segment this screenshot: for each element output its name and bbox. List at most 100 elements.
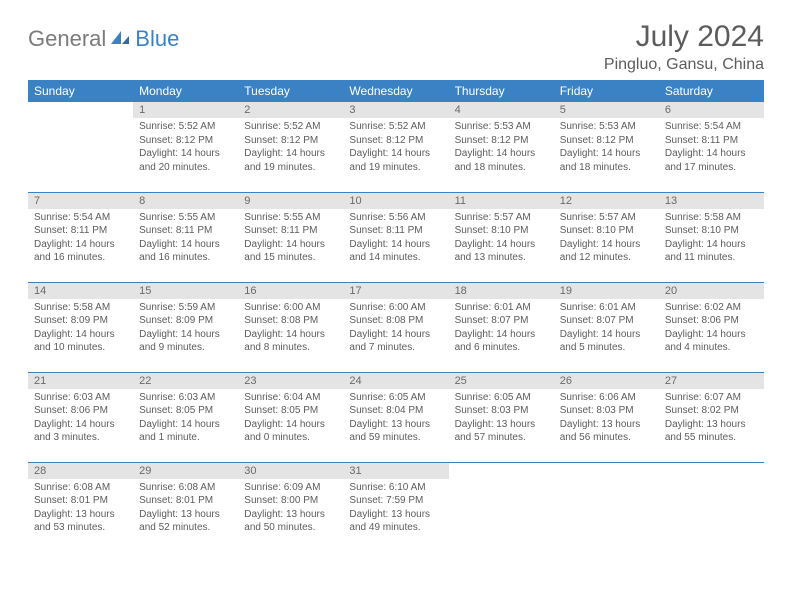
- daylight-text: Daylight: 13 hours and 49 minutes.: [349, 508, 442, 535]
- sunrise-text: Sunrise: 6:04 AM: [244, 391, 337, 405]
- day-number: 14: [28, 283, 133, 299]
- day-content: Sunrise: 6:05 AMSunset: 8:04 PMDaylight:…: [343, 389, 448, 451]
- day-number: 2: [238, 102, 343, 118]
- day-number: 4: [449, 102, 554, 118]
- sunrise-text: Sunrise: 5:57 AM: [455, 211, 548, 225]
- calendar-week-row: 14Sunrise: 5:58 AMSunset: 8:09 PMDayligh…: [28, 282, 764, 372]
- sunset-text: Sunset: 8:11 PM: [139, 224, 232, 238]
- sunrise-text: Sunrise: 6:02 AM: [665, 301, 758, 315]
- day-content: Sunrise: 5:52 AMSunset: 8:12 PMDaylight:…: [238, 118, 343, 180]
- calendar-day-cell: [28, 102, 133, 192]
- daylight-text: Daylight: 14 hours and 18 minutes.: [455, 147, 548, 174]
- sunset-text: Sunset: 8:02 PM: [665, 404, 758, 418]
- day-number: 22: [133, 373, 238, 389]
- day-number: 3: [343, 102, 448, 118]
- day-content: Sunrise: 5:54 AMSunset: 8:11 PMDaylight:…: [659, 118, 764, 180]
- calendar-day-cell: 4Sunrise: 5:53 AMSunset: 8:12 PMDaylight…: [449, 102, 554, 192]
- day-content: Sunrise: 6:08 AMSunset: 8:01 PMDaylight:…: [28, 479, 133, 541]
- day-number: 28: [28, 463, 133, 479]
- sunset-text: Sunset: 7:59 PM: [349, 494, 442, 508]
- sunrise-text: Sunrise: 6:00 AM: [244, 301, 337, 315]
- sunset-text: Sunset: 8:12 PM: [244, 134, 337, 148]
- sunset-text: Sunset: 8:07 PM: [455, 314, 548, 328]
- sunrise-text: Sunrise: 6:08 AM: [34, 481, 127, 495]
- calendar-day-cell: 8Sunrise: 5:55 AMSunset: 8:11 PMDaylight…: [133, 192, 238, 282]
- sunset-text: Sunset: 8:10 PM: [665, 224, 758, 238]
- calendar-week-row: 1Sunrise: 5:52 AMSunset: 8:12 PMDaylight…: [28, 102, 764, 192]
- weekday-header: Sunday: [28, 80, 133, 102]
- day-content: Sunrise: 6:02 AMSunset: 8:06 PMDaylight:…: [659, 299, 764, 361]
- day-content: Sunrise: 5:52 AMSunset: 8:12 PMDaylight:…: [343, 118, 448, 180]
- calendar-day-cell: 26Sunrise: 6:06 AMSunset: 8:03 PMDayligh…: [554, 372, 659, 462]
- day-content: Sunrise: 6:07 AMSunset: 8:02 PMDaylight:…: [659, 389, 764, 451]
- calendar-day-cell: [554, 462, 659, 552]
- day-content: Sunrise: 6:10 AMSunset: 7:59 PMDaylight:…: [343, 479, 448, 541]
- calendar-day-cell: 25Sunrise: 6:05 AMSunset: 8:03 PMDayligh…: [449, 372, 554, 462]
- calendar-day-cell: 9Sunrise: 5:55 AMSunset: 8:11 PMDaylight…: [238, 192, 343, 282]
- sunset-text: Sunset: 8:12 PM: [455, 134, 548, 148]
- calendar-week-row: 28Sunrise: 6:08 AMSunset: 8:01 PMDayligh…: [28, 462, 764, 552]
- weekday-header: Tuesday: [238, 80, 343, 102]
- calendar-day-cell: 7Sunrise: 5:54 AMSunset: 8:11 PMDaylight…: [28, 192, 133, 282]
- daylight-text: Daylight: 13 hours and 50 minutes.: [244, 508, 337, 535]
- calendar-day-cell: 13Sunrise: 5:58 AMSunset: 8:10 PMDayligh…: [659, 192, 764, 282]
- calendar-day-cell: 29Sunrise: 6:08 AMSunset: 8:01 PMDayligh…: [133, 462, 238, 552]
- day-number: 6: [659, 102, 764, 118]
- day-number: 21: [28, 373, 133, 389]
- sunset-text: Sunset: 8:06 PM: [665, 314, 758, 328]
- sunrise-text: Sunrise: 5:53 AM: [560, 120, 653, 134]
- sunset-text: Sunset: 8:12 PM: [349, 134, 442, 148]
- calendar-day-cell: 16Sunrise: 6:00 AMSunset: 8:08 PMDayligh…: [238, 282, 343, 372]
- daylight-text: Daylight: 14 hours and 19 minutes.: [244, 147, 337, 174]
- daylight-text: Daylight: 14 hours and 20 minutes.: [139, 147, 232, 174]
- daylight-text: Daylight: 14 hours and 16 minutes.: [34, 238, 127, 265]
- sunrise-text: Sunrise: 6:00 AM: [349, 301, 442, 315]
- daylight-text: Daylight: 13 hours and 53 minutes.: [34, 508, 127, 535]
- day-content: Sunrise: 5:57 AMSunset: 8:10 PMDaylight:…: [449, 209, 554, 271]
- day-number: 13: [659, 193, 764, 209]
- day-content: Sunrise: 5:56 AMSunset: 8:11 PMDaylight:…: [343, 209, 448, 271]
- sunrise-text: Sunrise: 5:52 AM: [244, 120, 337, 134]
- day-number: 25: [449, 373, 554, 389]
- daylight-text: Daylight: 14 hours and 5 minutes.: [560, 328, 653, 355]
- daylight-text: Daylight: 14 hours and 15 minutes.: [244, 238, 337, 265]
- daylight-text: Daylight: 13 hours and 59 minutes.: [349, 418, 442, 445]
- sunset-text: Sunset: 8:11 PM: [244, 224, 337, 238]
- day-number: 18: [449, 283, 554, 299]
- day-number: 12: [554, 193, 659, 209]
- daylight-text: Daylight: 14 hours and 6 minutes.: [455, 328, 548, 355]
- day-content: Sunrise: 5:53 AMSunset: 8:12 PMDaylight:…: [449, 118, 554, 180]
- sunrise-text: Sunrise: 5:52 AM: [139, 120, 232, 134]
- weekday-header: Thursday: [449, 80, 554, 102]
- day-content: Sunrise: 6:09 AMSunset: 8:00 PMDaylight:…: [238, 479, 343, 541]
- daylight-text: Daylight: 14 hours and 1 minute.: [139, 418, 232, 445]
- sunset-text: Sunset: 8:07 PM: [560, 314, 653, 328]
- calendar-day-cell: 23Sunrise: 6:04 AMSunset: 8:05 PMDayligh…: [238, 372, 343, 462]
- sunrise-text: Sunrise: 6:07 AM: [665, 391, 758, 405]
- calendar-day-cell: 18Sunrise: 6:01 AMSunset: 8:07 PMDayligh…: [449, 282, 554, 372]
- sunset-text: Sunset: 8:11 PM: [349, 224, 442, 238]
- calendar-day-cell: [659, 462, 764, 552]
- month-title: July 2024: [604, 20, 764, 54]
- day-number: 20: [659, 283, 764, 299]
- sunset-text: Sunset: 8:09 PM: [34, 314, 127, 328]
- calendar-day-cell: 30Sunrise: 6:09 AMSunset: 8:00 PMDayligh…: [238, 462, 343, 552]
- daylight-text: Daylight: 14 hours and 19 minutes.: [349, 147, 442, 174]
- daylight-text: Daylight: 14 hours and 9 minutes.: [139, 328, 232, 355]
- page-header: General Blue July 2024 Pingluo, Gansu, C…: [28, 20, 764, 74]
- day-content: Sunrise: 5:54 AMSunset: 8:11 PMDaylight:…: [28, 209, 133, 271]
- daylight-text: Daylight: 14 hours and 16 minutes.: [139, 238, 232, 265]
- title-block: July 2024 Pingluo, Gansu, China: [604, 20, 764, 74]
- day-number: 17: [343, 283, 448, 299]
- sunset-text: Sunset: 8:10 PM: [560, 224, 653, 238]
- day-content: Sunrise: 6:03 AMSunset: 8:06 PMDaylight:…: [28, 389, 133, 451]
- daylight-text: Daylight: 13 hours and 57 minutes.: [455, 418, 548, 445]
- daylight-text: Daylight: 14 hours and 8 minutes.: [244, 328, 337, 355]
- sunrise-text: Sunrise: 6:06 AM: [560, 391, 653, 405]
- day-content: Sunrise: 5:57 AMSunset: 8:10 PMDaylight:…: [554, 209, 659, 271]
- daylight-text: Daylight: 14 hours and 4 minutes.: [665, 328, 758, 355]
- daylight-text: Daylight: 13 hours and 52 minutes.: [139, 508, 232, 535]
- day-number: 8: [133, 193, 238, 209]
- daylight-text: Daylight: 14 hours and 13 minutes.: [455, 238, 548, 265]
- day-number: 1: [133, 102, 238, 118]
